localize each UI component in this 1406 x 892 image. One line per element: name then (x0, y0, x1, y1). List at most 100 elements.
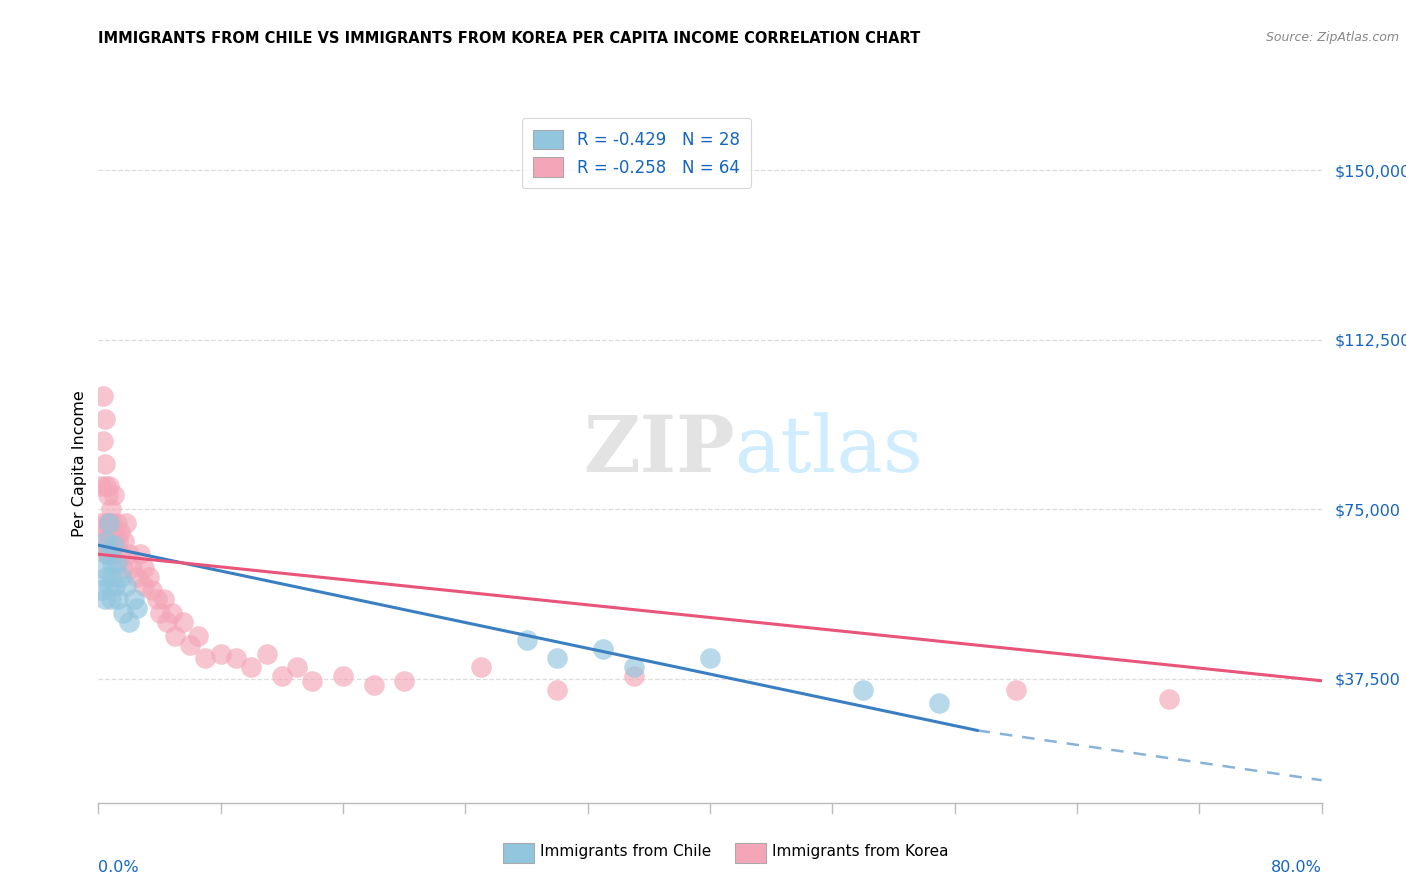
Point (98, 516, 121, 530)
Point (98, 516, 121, 530)
Point (97, 547, 120, 561)
Point (699, 651, 721, 665)
Text: 80.0%: 80.0% (1271, 861, 1322, 875)
Point (98, 579, 121, 593)
Point (91, 389, 114, 403)
Point (91, 561, 114, 575)
Point (112, 533, 135, 548)
Legend: R = -0.429   N = 28, R = -0.258   N = 64: R = -0.429 N = 28, R = -0.258 N = 64 (522, 118, 751, 188)
Point (105, 556, 128, 570)
Point (97, 488, 120, 502)
Point (153, 592, 176, 607)
Point (110, 547, 132, 561)
Point (100, 570, 122, 584)
Text: Source: ZipAtlas.com: Source: ZipAtlas.com (1265, 31, 1399, 45)
Point (928, 697, 950, 711)
Point (98, 479, 121, 493)
Point (546, 651, 568, 665)
Point (105, 516, 128, 530)
Y-axis label: Per Capita Income: Per Capita Income (72, 391, 87, 537)
Point (93, 457, 115, 471)
Point (187, 629, 209, 643)
Point (104, 579, 127, 593)
Point (160, 606, 183, 620)
Point (101, 538, 124, 552)
Point (97, 524, 120, 539)
Point (94, 479, 117, 493)
Point (125, 570, 148, 584)
Point (111, 561, 134, 575)
Point (470, 660, 492, 674)
Point (90, 516, 112, 530)
Point (89, 533, 111, 548)
Point (103, 538, 125, 552)
Point (110, 570, 132, 584)
Point (94, 533, 117, 548)
Point (623, 660, 645, 674)
Point (225, 651, 247, 665)
Point (1157, 691, 1180, 706)
Point (93, 592, 115, 607)
Point (103, 488, 125, 502)
Point (138, 570, 160, 584)
Text: IMMIGRANTS FROM CHILE VS IMMIGRANTS FROM KOREA PER CAPITA INCOME CORRELATION CHA: IMMIGRANTS FROM CHILE VS IMMIGRANTS FROM… (98, 31, 921, 46)
Point (172, 615, 194, 629)
Point (118, 547, 141, 561)
Point (93, 411, 115, 425)
Point (90, 583, 112, 598)
Point (100, 502, 122, 516)
Point (115, 516, 138, 530)
Point (121, 561, 143, 575)
Point (209, 647, 232, 661)
Point (516, 633, 538, 648)
Point (111, 606, 134, 620)
Point (100, 592, 122, 607)
Point (145, 592, 167, 607)
Text: 0.0%: 0.0% (98, 861, 139, 875)
Point (107, 533, 129, 548)
Point (149, 606, 172, 620)
Point (108, 524, 131, 539)
Point (240, 660, 263, 674)
Point (101, 516, 124, 530)
Point (163, 629, 186, 643)
Text: ZIP: ZIP (583, 412, 734, 488)
Point (546, 682, 568, 697)
Point (134, 561, 156, 575)
Point (125, 601, 148, 615)
Point (1004, 682, 1026, 697)
Text: atlas: atlas (734, 412, 924, 488)
Point (270, 669, 292, 683)
Point (103, 524, 125, 539)
Point (852, 682, 875, 697)
Point (301, 673, 323, 688)
Point (141, 583, 163, 598)
Point (100, 524, 122, 539)
Text: Immigrants from Chile: Immigrants from Chile (540, 845, 711, 859)
Point (623, 669, 645, 683)
Point (104, 533, 127, 548)
Point (592, 642, 614, 657)
Point (94, 570, 117, 584)
Point (94, 516, 117, 530)
Point (179, 638, 201, 652)
Point (115, 579, 138, 593)
Point (194, 651, 217, 665)
Point (363, 678, 385, 692)
Point (134, 579, 156, 593)
Point (122, 592, 145, 607)
Point (101, 556, 124, 570)
Point (128, 547, 150, 561)
Point (118, 615, 141, 629)
Point (107, 592, 129, 607)
Point (256, 647, 278, 661)
Point (332, 669, 354, 683)
Point (156, 615, 179, 629)
Point (98, 533, 121, 548)
Point (392, 673, 416, 688)
Point (90, 479, 112, 493)
Point (91, 434, 114, 449)
Point (285, 660, 308, 674)
Point (94, 547, 117, 561)
Point (97, 547, 120, 561)
